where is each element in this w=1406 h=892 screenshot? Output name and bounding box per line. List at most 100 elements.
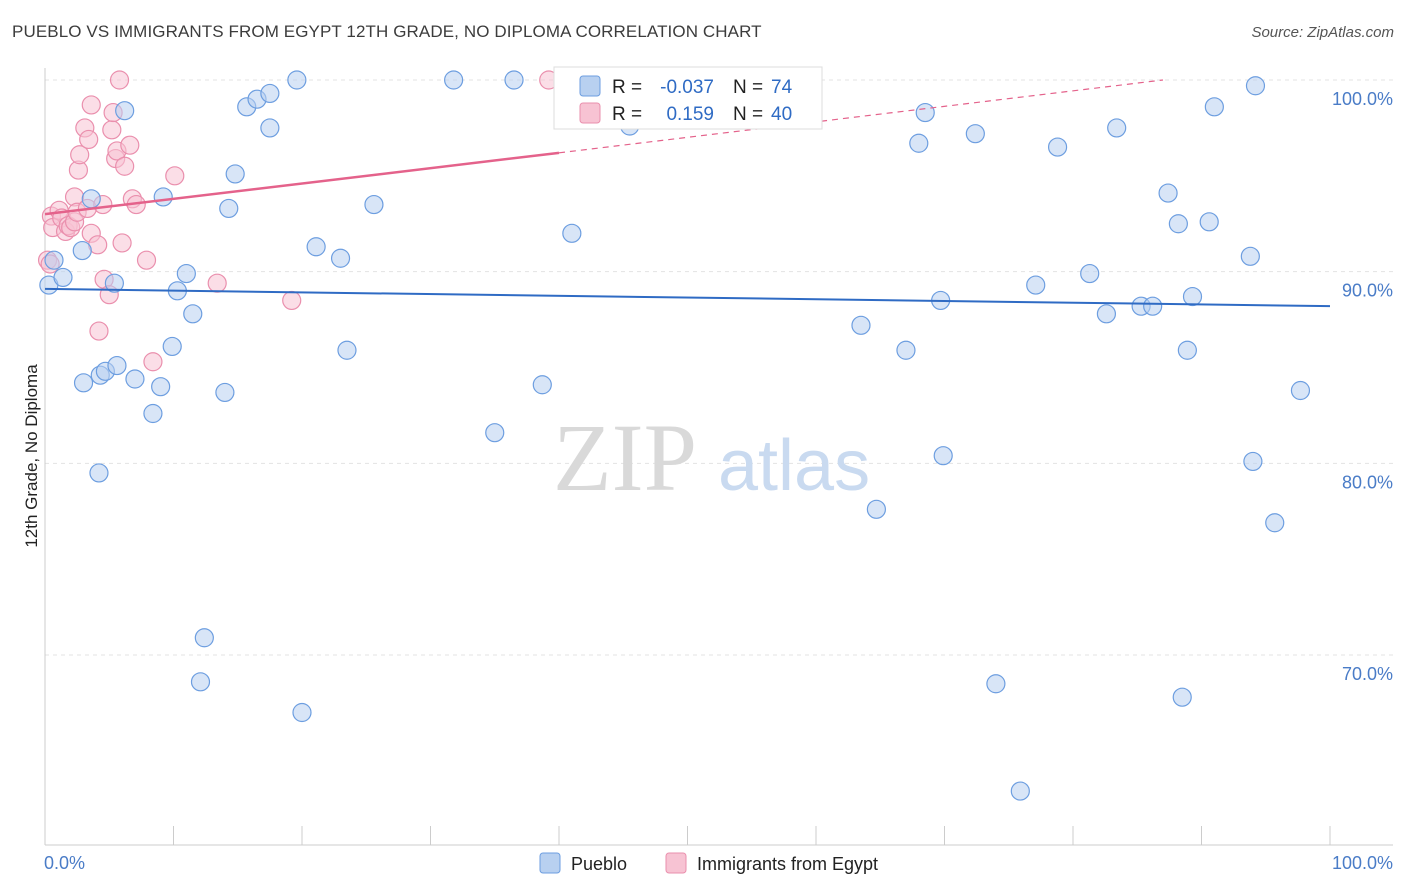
- pueblo-point: [1177, 340, 1197, 360]
- chart-title: PUEBLO VS IMMIGRANTS FROM EGYPT 12TH GRA…: [12, 22, 762, 41]
- pueblo-point: [896, 340, 916, 360]
- pueblo-point: [53, 267, 73, 288]
- pueblo-point: [215, 382, 235, 403]
- pueblo-point: [933, 446, 953, 466]
- pueblo-point: [260, 83, 280, 104]
- watermark-zip: ZIP: [553, 404, 697, 511]
- legend-r-value-egypt: 0.159: [666, 104, 714, 125]
- legend-swatch-pueblo: [579, 75, 601, 97]
- pueblo-point: [1096, 304, 1117, 324]
- pueblo-point: [107, 355, 127, 376]
- y-axis-title: 12th Grade, No Diploma: [22, 364, 41, 548]
- watermark-atlas: atlas: [718, 426, 870, 506]
- pueblo-point: [73, 373, 94, 393]
- pueblo-point: [104, 273, 124, 293]
- pueblo-point: [986, 674, 1006, 694]
- bottom-legend-label-pueblo: Pueblo: [571, 854, 627, 874]
- pueblo-point: [1158, 183, 1178, 203]
- pueblo-point: [1107, 118, 1127, 138]
- legend-n-label-egypt: N =: [733, 104, 763, 125]
- pueblo-point: [306, 237, 326, 257]
- egypt-point: [282, 290, 302, 311]
- pueblo-point: [562, 223, 582, 243]
- pueblo-point: [292, 702, 312, 723]
- x-tick-label-min: 0.0%: [44, 853, 85, 873]
- pueblo-point: [143, 403, 163, 424]
- legend-swatch-egypt: [579, 102, 601, 124]
- source-credit: Source: ZipAtlas.com: [1251, 24, 1394, 41]
- egypt-point: [102, 120, 122, 140]
- series-legend: Pueblo Immigrants from Egypt: [539, 852, 878, 874]
- pueblo-point: [1010, 781, 1030, 801]
- stats-legend: R = -0.037 N = 74 R = 0.159 N = 40: [553, 66, 823, 130]
- bottom-legend-swatch-egypt: [665, 852, 687, 874]
- egypt-point: [115, 156, 135, 176]
- pueblo-point: [183, 304, 203, 324]
- x-tick-label-max: 100.0%: [1332, 853, 1393, 873]
- legend-r-value-pueblo: -0.037: [660, 77, 714, 98]
- legend-n-value-egypt: 40: [771, 104, 792, 125]
- egypt-point: [143, 352, 163, 372]
- y-tick-label: 90.0%: [1342, 281, 1393, 301]
- egypt-point: [207, 273, 227, 293]
- egypt-point: [89, 321, 109, 341]
- pueblo-point: [504, 70, 524, 90]
- pueblo-point: [1026, 275, 1046, 295]
- y-tick-label: 100.0%: [1332, 89, 1393, 109]
- pueblo-point: [1245, 76, 1266, 96]
- pueblo-point: [1172, 687, 1192, 707]
- pueblo-point: [330, 248, 351, 268]
- pueblo-point: [915, 102, 935, 123]
- pueblo-point: [444, 70, 464, 90]
- pueblo-point: [1168, 214, 1188, 234]
- pueblo-point: [364, 194, 384, 215]
- pueblo-point: [1243, 451, 1263, 472]
- pueblo-point: [1080, 263, 1100, 284]
- pueblo-point: [1265, 513, 1285, 533]
- pueblo-point: [287, 70, 307, 90]
- egypt-point: [112, 233, 132, 253]
- axes: [44, 68, 1393, 846]
- trend-lines: [44, 79, 1331, 308]
- pueblo-trend-line: [44, 287, 1331, 308]
- pueblo-point: [44, 250, 64, 270]
- pueblo-point: [190, 672, 211, 692]
- pueblo-point: [176, 263, 196, 284]
- egypt-point: [136, 250, 157, 270]
- egypt-point: [81, 95, 101, 115]
- pueblo-point: [1290, 380, 1311, 401]
- egypt-point: [109, 70, 130, 90]
- pueblo-point: [89, 463, 109, 483]
- pueblo-point: [125, 369, 145, 389]
- egypt-point: [165, 166, 185, 186]
- pueblo-point: [1240, 246, 1260, 266]
- pueblo-point: [485, 423, 505, 443]
- pueblo-point: [260, 118, 280, 138]
- pueblo-point: [153, 187, 173, 207]
- egypt-point: [70, 145, 90, 165]
- bottom-legend-label-egypt: Immigrants from Egypt: [697, 854, 878, 874]
- pueblo-point: [965, 124, 985, 144]
- egypt-trend-extension: [558, 79, 1164, 154]
- pueblo-point: [225, 164, 245, 184]
- pueblo-point: [162, 336, 182, 357]
- y-tick-label: 80.0%: [1342, 472, 1393, 492]
- legend-r-label-pueblo: R =: [612, 77, 642, 98]
- pueblo-point: [1204, 97, 1224, 117]
- y-tick-labels: 70.0% 80.0% 90.0% 100.0%: [1332, 89, 1393, 684]
- egypt-point: [79, 129, 99, 150]
- grid-lines: [45, 79, 1393, 656]
- pueblo-point: [1182, 286, 1203, 307]
- legend-r-label-egypt: R =: [612, 104, 642, 125]
- legend-n-value-pueblo: 74: [771, 77, 793, 98]
- legend-n-label-pueblo: N =: [733, 77, 763, 98]
- series-egypt-points: [37, 70, 559, 372]
- pueblo-point: [1199, 212, 1219, 232]
- pueblo-point: [851, 315, 871, 335]
- pueblo-point: [866, 499, 886, 519]
- pueblo-point: [219, 198, 239, 219]
- pueblo-point: [81, 189, 101, 209]
- pueblo-point: [909, 133, 929, 153]
- pueblo-point: [72, 240, 92, 261]
